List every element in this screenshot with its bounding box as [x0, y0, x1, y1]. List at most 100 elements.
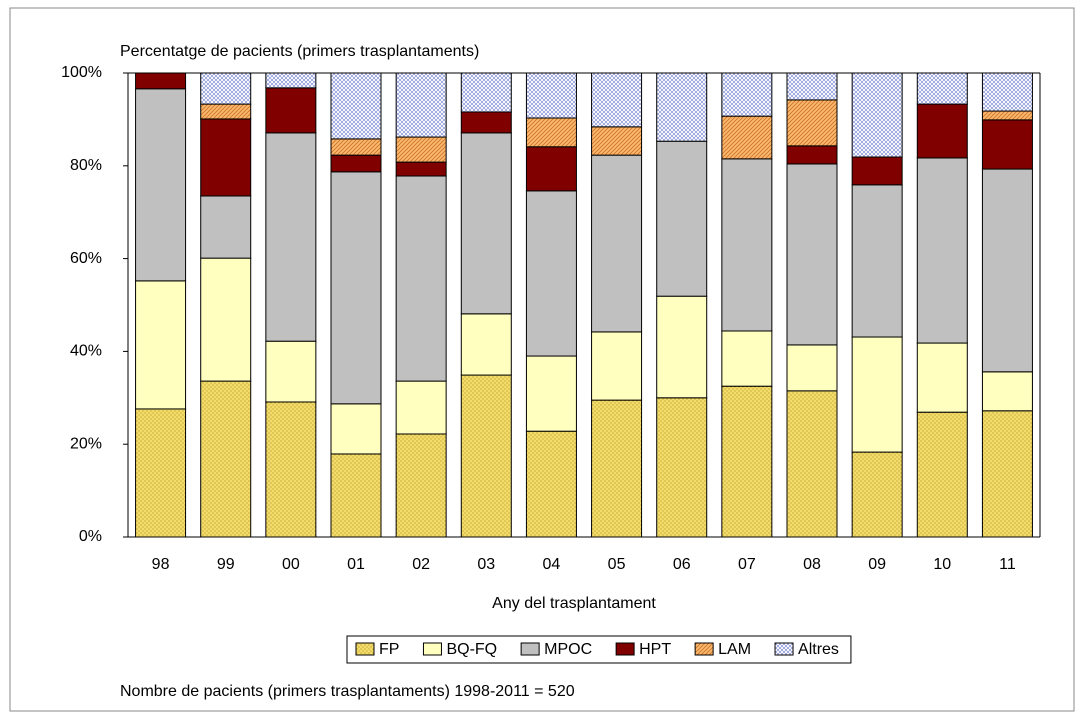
x-axis-title: Any del trasplantament — [492, 595, 656, 612]
legend-label: LAM — [718, 641, 751, 658]
x-tick-label: 99 — [217, 556, 235, 573]
bar-segment — [265, 87, 317, 134]
bar-segment — [525, 72, 577, 119]
bar-segment — [395, 433, 447, 538]
bar-segment — [786, 99, 838, 147]
bar-segment — [395, 72, 447, 138]
legend-label: FP — [379, 641, 399, 658]
bar-segment — [460, 72, 512, 113]
legend-swatch — [355, 642, 375, 656]
bar-segment — [981, 110, 1033, 121]
bar-segment — [591, 72, 643, 128]
legend-swatch — [520, 642, 540, 656]
x-tick-label: 05 — [608, 556, 626, 573]
legend-swatch — [615, 642, 635, 656]
bar-segment — [851, 451, 903, 538]
bar-segment — [330, 403, 382, 455]
bar-segment — [721, 72, 773, 117]
bar-segment — [395, 161, 447, 177]
legend-label: HPT — [639, 641, 671, 658]
bar-segment — [591, 126, 643, 156]
bar-segment — [851, 72, 903, 158]
bar-segment — [135, 280, 187, 410]
y-tick-label: 80% — [70, 157, 102, 174]
x-tick-label: 08 — [803, 556, 821, 573]
bar-segment — [656, 397, 708, 538]
bar-segment — [916, 72, 968, 105]
bar-segment — [200, 380, 252, 538]
bar-segment — [851, 156, 903, 186]
bar-segment — [460, 374, 512, 538]
bar-segment — [525, 190, 577, 357]
bar-segment — [265, 72, 317, 89]
chart-title: Percentatge de pacients (primers traspla… — [120, 43, 479, 60]
bar-segment — [460, 132, 512, 315]
bar-segment — [200, 118, 252, 197]
bar-segment — [591, 154, 643, 333]
bar-segment — [786, 390, 838, 538]
bar-segment — [981, 72, 1033, 112]
x-tick-label: 03 — [477, 556, 495, 573]
bar-segment — [981, 410, 1033, 538]
bar-segment — [786, 344, 838, 392]
bar-segment — [265, 132, 317, 342]
y-tick-label: 0% — [79, 528, 102, 545]
x-tick-label: 98 — [152, 556, 170, 573]
bar-segment — [591, 331, 643, 401]
legend-swatch — [422, 642, 442, 656]
bar-segment — [786, 72, 838, 101]
x-tick-label: 09 — [868, 556, 886, 573]
bar-segment — [330, 154, 382, 173]
bar-segment — [200, 103, 252, 120]
y-tick-label: 60% — [70, 250, 102, 267]
bar-segment — [135, 408, 187, 538]
bar-segment — [656, 72, 708, 142]
bar-segment — [981, 371, 1033, 412]
bar-segment — [525, 117, 577, 148]
bar-segment — [330, 72, 382, 140]
x-tick-label: 11 — [999, 556, 1016, 573]
y-tick-label: 20% — [70, 435, 102, 452]
legend-swatch — [694, 642, 714, 656]
bar-segment — [200, 195, 252, 259]
bar-segment — [200, 72, 252, 105]
bar-segment — [460, 111, 512, 134]
bar-segment — [330, 171, 382, 405]
bar-segment — [395, 136, 447, 163]
bar-segment — [786, 163, 838, 346]
bar-segment — [981, 168, 1033, 373]
bar-segment — [265, 401, 317, 538]
legend-label: BQ-FQ — [446, 641, 497, 658]
bar-segment — [330, 138, 382, 156]
legend-swatch — [774, 642, 794, 656]
bar-segment — [916, 342, 968, 413]
x-tick-label: 01 — [347, 556, 365, 573]
x-tick-label: 06 — [673, 556, 691, 573]
legend-label: MPOC — [544, 641, 592, 658]
bar-segment — [135, 88, 187, 282]
bar-segment — [721, 385, 773, 538]
bar-segment — [525, 355, 577, 432]
bar-segment — [981, 119, 1033, 170]
bar-segment — [786, 145, 838, 165]
bar-segment — [851, 184, 903, 338]
bar-segment — [591, 399, 643, 538]
x-tick-label: 07 — [738, 556, 756, 573]
x-tick-label: 02 — [412, 556, 430, 573]
bar-segment — [330, 453, 382, 538]
bar-segment — [395, 175, 447, 382]
y-tick-label: 40% — [70, 343, 102, 360]
bar-segment — [721, 158, 773, 332]
x-tick-label: 00 — [282, 556, 300, 573]
bar-segment — [851, 336, 903, 453]
footnote: Nombre de pacients (primers trasplantame… — [120, 683, 575, 700]
bar-segment — [200, 257, 252, 382]
bar-segment — [265, 340, 317, 403]
bar-segment — [395, 380, 447, 435]
bar-segment — [721, 115, 773, 160]
y-tick-label: 100% — [61, 64, 102, 81]
x-tick-label: 04 — [543, 556, 561, 573]
bar-segment — [525, 430, 577, 538]
bar-segment — [916, 157, 968, 344]
